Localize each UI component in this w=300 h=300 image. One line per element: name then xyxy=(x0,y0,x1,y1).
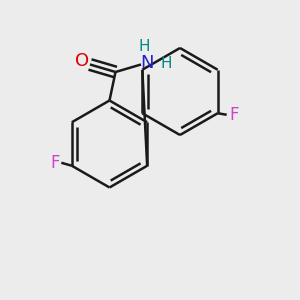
Text: F: F xyxy=(230,106,239,124)
Text: N: N xyxy=(140,54,154,72)
Text: F: F xyxy=(51,154,60,172)
Text: H: H xyxy=(138,39,150,54)
Text: O: O xyxy=(75,52,90,70)
Text: H: H xyxy=(161,56,172,70)
